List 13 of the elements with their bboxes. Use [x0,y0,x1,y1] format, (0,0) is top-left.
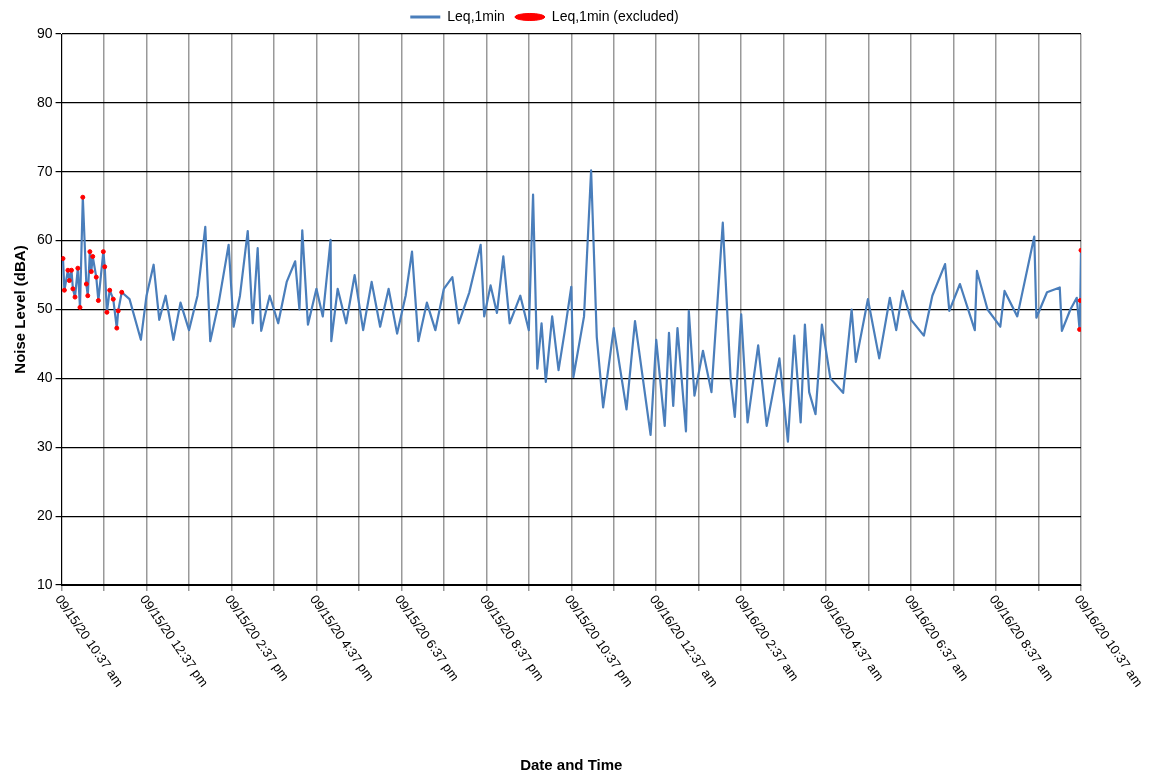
y-tick-label: 10 [36,575,53,592]
y-tick-label: 20 [36,506,53,523]
y-tick-label: 60 [36,231,53,248]
y-axis-title: Noise Level (dBA) [11,245,29,374]
x-axis-title: Date and Time [520,756,623,774]
y-tick-label: 40 [36,369,53,386]
y-tick-label: 50 [36,300,53,317]
y-tick-label: 80 [36,93,53,110]
y-tick-label: 90 [36,24,53,41]
legend-label: Leq,1min (excluded) [551,7,679,24]
legend-label: Leq,1min [447,7,505,24]
y-tick-label: 70 [36,162,53,179]
y-tick-label: 30 [36,438,53,455]
